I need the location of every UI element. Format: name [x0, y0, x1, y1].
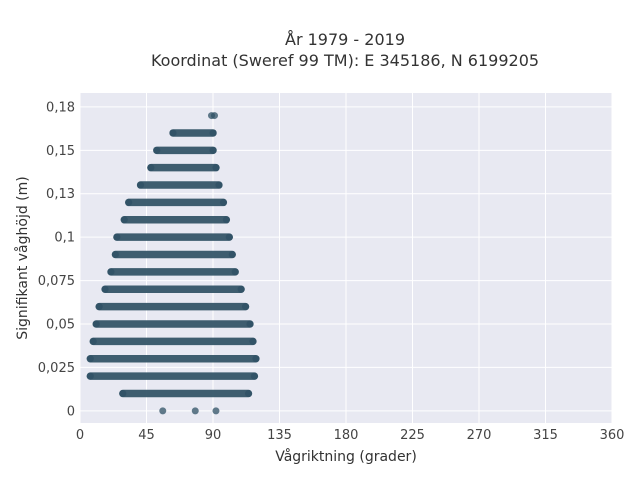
band-end-left-2: [86, 355, 94, 363]
band-end-right-1: [250, 372, 258, 380]
chart-title-line1: År 1979 - 2019: [285, 30, 405, 49]
x-axis-ticks: 0 45 90 135 180 225 270 315 360: [76, 428, 625, 443]
band-end-left-0: [119, 389, 127, 397]
band-end-right-7: [231, 268, 239, 276]
band-end-left-3: [89, 337, 97, 345]
chart-title-line2: Koordinat (Sweref 99 TM): E 345186, N 61…: [151, 51, 539, 70]
y-tick-label-0: 0: [67, 404, 75, 419]
band-end-right-13: [212, 164, 220, 172]
data-point-0: [159, 407, 167, 415]
x-tick-label-4: 180: [334, 428, 359, 443]
band-end-left-10: [120, 216, 128, 224]
data-point-4: [210, 112, 218, 120]
y-tick-label-3: 0,075: [38, 274, 75, 289]
band-end-left-7: [107, 268, 115, 276]
band-end-left-15: [169, 129, 177, 137]
y-tick-label-6: 0,15: [46, 144, 75, 159]
x-axis-label: Vågriktning (grader): [275, 448, 417, 465]
x-tick-label-1: 45: [138, 428, 155, 443]
y-tick-label-4: 0,1: [54, 231, 75, 246]
y-tick-label-2: 0,05: [46, 318, 75, 333]
y-axis-ticks: 0 0,025 0,05 0,075 0,1 0,13 0,15 0,18: [38, 100, 75, 419]
band-end-right-2: [252, 355, 260, 363]
band-end-left-6: [101, 285, 109, 293]
band-end-right-5: [242, 303, 250, 311]
x-tick-label-2: 90: [205, 428, 222, 443]
band-end-right-14: [209, 146, 217, 154]
band-end-right-12: [215, 181, 223, 189]
data-point-2: [212, 407, 220, 415]
band-end-right-15: [209, 129, 217, 137]
band-end-right-11: [219, 198, 227, 206]
data-points: [159, 112, 220, 415]
band-end-right-6: [237, 285, 245, 293]
x-tick-label-7: 315: [533, 428, 558, 443]
data-point-1: [191, 407, 199, 415]
x-tick-label-3: 135: [267, 428, 292, 443]
band-end-left-14: [153, 146, 161, 154]
band-end-right-3: [249, 337, 257, 345]
x-tick-label-6: 270: [467, 428, 492, 443]
band-end-left-4: [92, 320, 100, 328]
y-axis-label: Signifikant våghöjd (m): [14, 176, 31, 339]
band-end-right-4: [246, 320, 254, 328]
band-end-left-8: [111, 251, 119, 259]
band-end-left-9: [113, 233, 121, 241]
x-tick-label-0: 0: [76, 428, 84, 443]
y-tick-label-7: 0,18: [46, 100, 75, 115]
data-bands: [86, 129, 260, 398]
band-end-left-11: [125, 198, 133, 206]
band-end-left-1: [86, 372, 94, 380]
band-end-left-5: [95, 303, 103, 311]
band-end-right-0: [244, 389, 252, 397]
band-end-right-8: [228, 251, 236, 259]
band-end-right-10: [222, 216, 230, 224]
y-tick-label-1: 0,025: [38, 361, 75, 376]
y-tick-label-5: 0,13: [46, 187, 75, 202]
band-end-right-9: [225, 233, 233, 241]
band-end-left-12: [137, 181, 145, 189]
x-tick-label-8: 360: [600, 428, 625, 443]
band-end-left-13: [147, 164, 155, 172]
x-tick-label-5: 225: [400, 428, 425, 443]
